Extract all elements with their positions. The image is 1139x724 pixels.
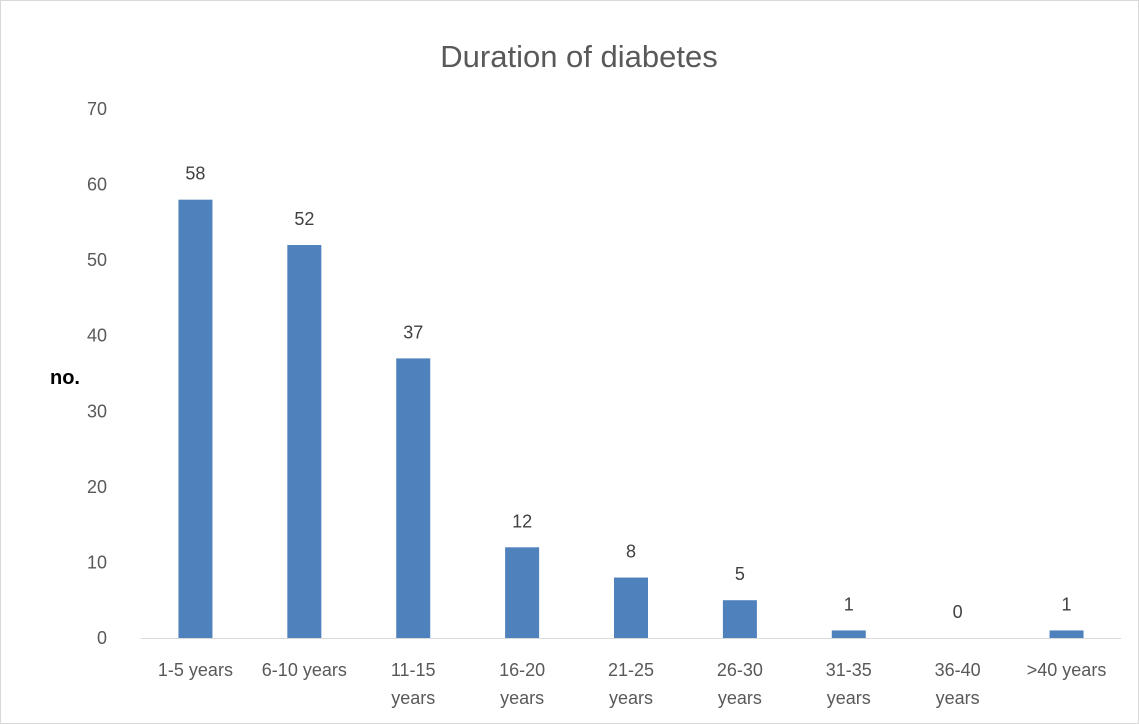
data-label: 37 xyxy=(403,322,423,342)
data-label: 5 xyxy=(735,564,745,584)
x-tick-label: years xyxy=(718,688,762,708)
bar xyxy=(396,358,431,638)
x-tick-label: years xyxy=(500,688,544,708)
x-tick-label: 21-25 xyxy=(608,660,654,680)
bar xyxy=(614,577,648,638)
bars xyxy=(178,199,1084,638)
bar xyxy=(287,245,322,638)
x-axis-labels: 1-5 years 6-10 years 11-15 years 16-20 years 2… xyxy=(158,660,1106,708)
data-label: 58 xyxy=(185,164,205,184)
bar xyxy=(831,630,866,638)
x-tick-label: 1-5 years xyxy=(158,660,233,680)
data-labels: 58 52 37 12 8 5 1 0 1 xyxy=(185,164,1071,622)
chart-title: Duration of diabetes xyxy=(440,39,717,74)
x-tick-label: 11-15 xyxy=(391,660,436,680)
x-tick-label: years xyxy=(936,688,980,708)
bar xyxy=(722,600,757,638)
bar xyxy=(505,547,540,638)
x-tick-label: 31-35 xyxy=(826,660,872,680)
y-axis-label: no. xyxy=(50,367,80,389)
data-label: 8 xyxy=(626,542,636,562)
bar xyxy=(178,199,213,638)
x-tick-label: >40 years xyxy=(1027,660,1107,680)
x-tick-label: years xyxy=(609,688,653,708)
data-label: 52 xyxy=(294,209,314,229)
data-label: 12 xyxy=(512,511,532,531)
bar xyxy=(1049,630,1084,638)
x-tick-label: years xyxy=(391,688,435,708)
x-tick-label: 36-40 xyxy=(935,660,981,680)
y-axis-ticks: 0 10 20 30 40 50 60 70 xyxy=(87,99,107,648)
y-tick-label: 70 xyxy=(87,99,107,119)
x-tick-label: 16-20 xyxy=(499,660,545,680)
y-tick-label: 10 xyxy=(87,552,107,572)
y-tick-label: 0 xyxy=(97,628,107,648)
x-tick-label: 26-30 xyxy=(717,660,763,680)
y-tick-label: 30 xyxy=(87,401,107,421)
data-label: 0 xyxy=(953,602,963,622)
data-label: 1 xyxy=(844,594,854,614)
y-tick-label: 50 xyxy=(87,250,107,270)
data-label: 1 xyxy=(1062,594,1072,614)
x-tick-label: 6-10 years xyxy=(262,660,347,680)
y-tick-label: 60 xyxy=(87,175,107,195)
y-tick-label: 20 xyxy=(87,477,107,497)
x-tick-label: years xyxy=(827,688,871,708)
y-tick-label: 40 xyxy=(87,326,107,346)
